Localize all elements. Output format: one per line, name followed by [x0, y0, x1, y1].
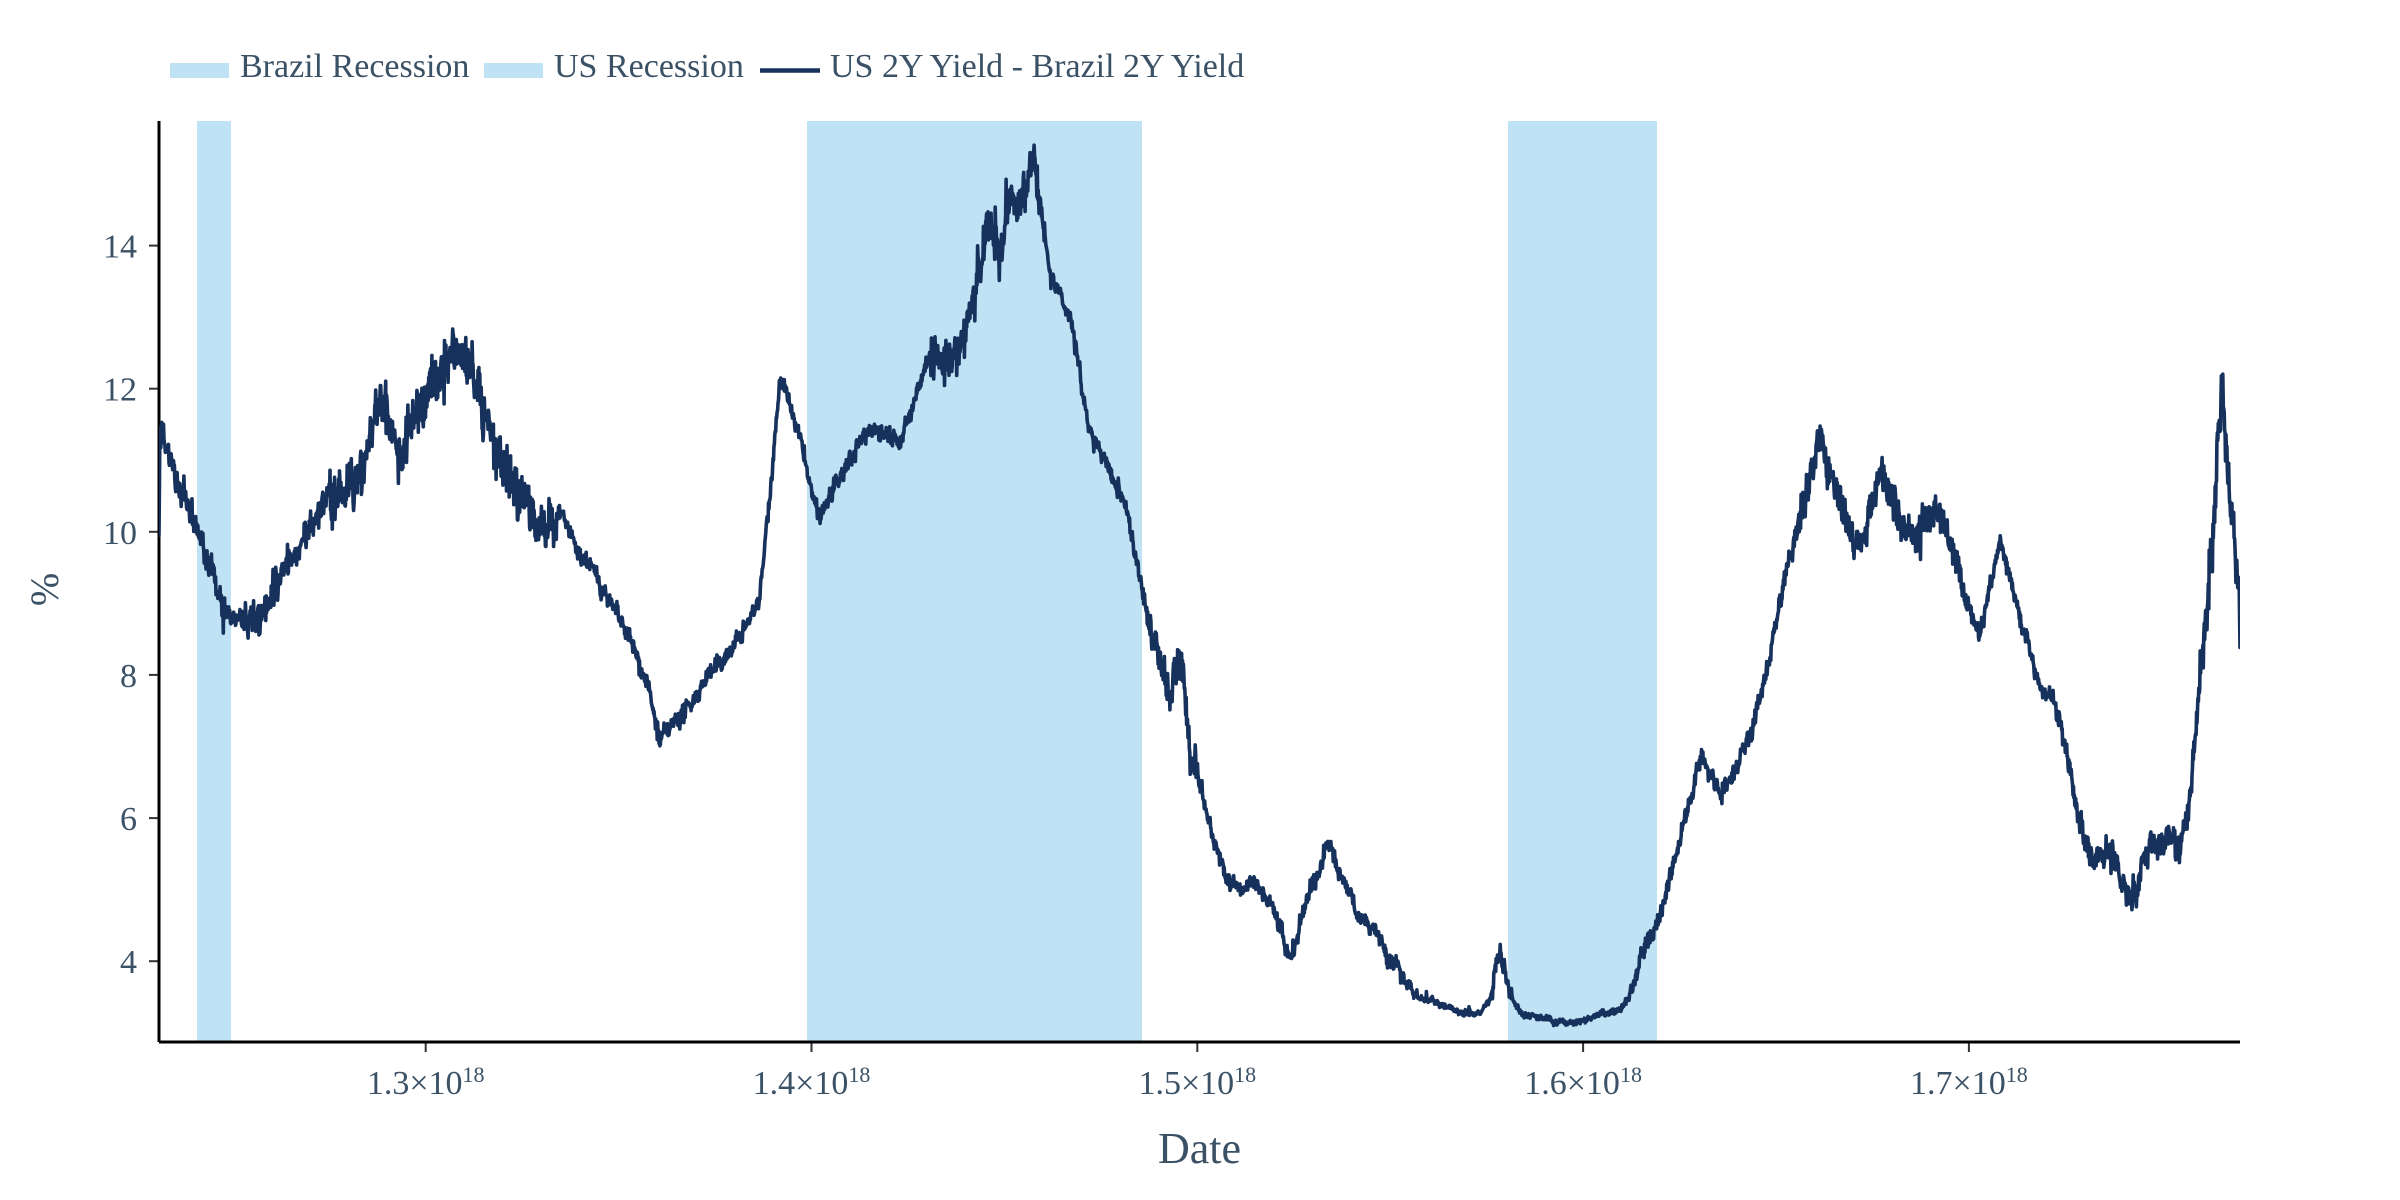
svg-text:US 2Y Yield - Brazil 2Y Yield: US 2Y Yield - Brazil 2Y Yield — [830, 48, 1244, 85]
svg-text:14: 14 — [103, 229, 137, 266]
svg-text:6: 6 — [120, 801, 137, 838]
svg-text:Brazil Recession: Brazil Recession — [240, 48, 469, 85]
svg-text:%: % — [22, 573, 67, 606]
svg-text:Date: Date — [1158, 1124, 1241, 1173]
svg-text:8: 8 — [120, 658, 137, 695]
svg-text:10: 10 — [103, 515, 137, 552]
svg-text:12: 12 — [103, 372, 137, 409]
svg-text:US Recession: US Recession — [554, 48, 744, 85]
svg-text:4: 4 — [120, 944, 137, 981]
